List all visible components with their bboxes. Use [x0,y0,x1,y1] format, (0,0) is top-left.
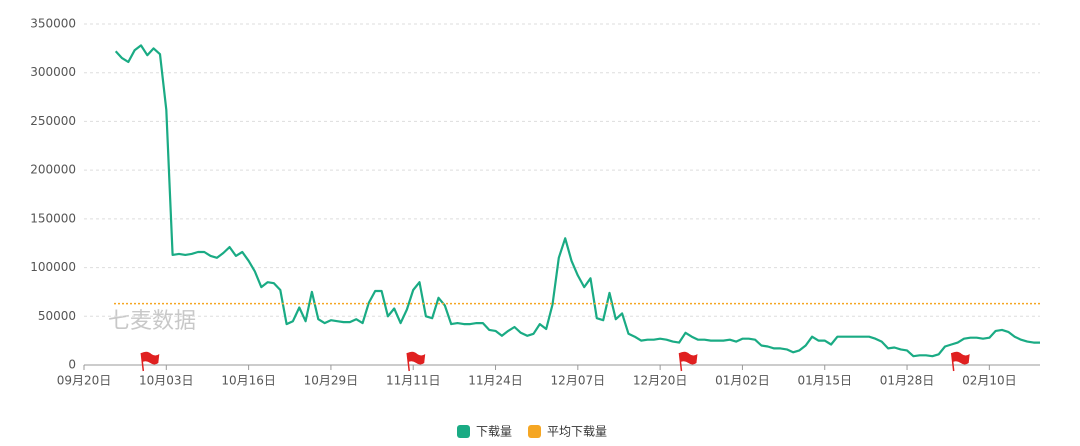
x-tick-label: 10月03日 [139,374,194,388]
x-tick-label: 01月02日 [715,374,770,388]
x-tick-label: 10月16日 [221,374,276,388]
y-tick-label: 150000 [30,211,76,225]
flag [678,351,698,372]
x-tick-label: 02月10日 [962,374,1017,388]
watermark: 七麦数据 [108,309,196,334]
y-tick-label: 300000 [30,65,76,79]
y-tick-label: 250000 [30,114,76,128]
flag [950,351,970,372]
flag-cloth [407,351,426,365]
y-tick-label: 100000 [30,260,76,274]
legend: 下载量 平均下载量 [457,425,607,439]
legend-label: 下载量 [476,425,512,439]
y-tick-label: 50000 [38,309,76,323]
x-tick-label: 12月20日 [633,374,688,388]
x-tick-label: 01月28日 [880,374,935,388]
legend-label: 平均下载量 [547,425,607,439]
flag-cloth [951,351,970,365]
flag [140,351,160,372]
data-line [114,44,1040,358]
x-tick-label: 09月20日 [57,374,112,388]
flag-cloth [679,351,698,365]
y-tick-label: 0 [68,358,76,372]
flag [406,351,426,372]
y-tick-label: 350000 [30,17,76,31]
x-tick-label: 11月24日 [468,374,523,388]
y-tick-label: 200000 [30,163,76,177]
x-tick-label: 11月11日 [386,374,441,388]
legend-swatch [457,425,470,438]
x-tick-label: 12月07日 [551,374,606,388]
x-tick-label: 10月29日 [304,374,359,388]
x-tick-label: 01月15日 [797,374,852,388]
legend-swatch [528,425,542,438]
flag-cloth [141,351,160,365]
